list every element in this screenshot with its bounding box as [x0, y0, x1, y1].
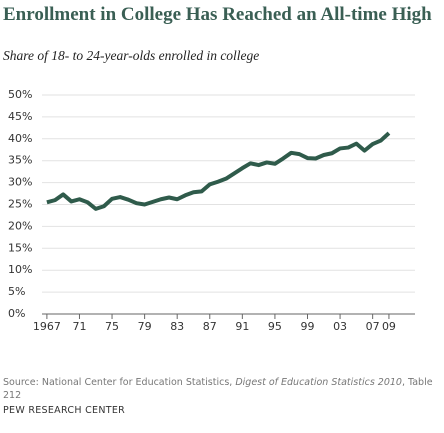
- source-title: Digest of Education Statistics 2010: [235, 377, 402, 388]
- chart-subtitle: Share of 18- to 24-year-olds enrolled in…: [3, 48, 260, 63]
- y-tick-label: 45%: [8, 110, 32, 123]
- y-tick-label: 20%: [8, 219, 32, 232]
- x-tick-label: 87: [203, 320, 217, 333]
- y-tick-label: 25%: [8, 198, 32, 211]
- chart-title: Enrollment in College Has Reached an All…: [3, 4, 432, 25]
- source-prefix: Source: National Center for Education St…: [3, 377, 233, 388]
- chart: 0% 5% 10% 15% 20% 25% 30% 35% 40% 45% 50% 1967 71 75 7…: [8, 88, 415, 333]
- x-tick-label: 95: [268, 320, 282, 333]
- y-tick-label: 30%: [8, 176, 32, 189]
- y-tick-label: 15%: [8, 241, 32, 254]
- y-tick-label: 10%: [8, 263, 32, 276]
- x-tick-label: 09: [382, 320, 396, 333]
- x-tick-label: 91: [235, 320, 249, 333]
- data-line: [46, 131, 391, 211]
- y-tick-label: 0%: [8, 307, 25, 320]
- x-tick-label: 03: [333, 320, 347, 333]
- x-tick-label: 99: [300, 320, 314, 333]
- y-tick-label: 50%: [8, 88, 32, 101]
- source-note: Source: National Center for Education St…: [3, 376, 433, 402]
- x-tick-label: 79: [138, 320, 152, 333]
- y-tick-label: 35%: [8, 154, 32, 167]
- x-tick-label: 71: [72, 320, 86, 333]
- source-suffix: , Table 212: [3, 377, 433, 401]
- footer: PEW RESEARCH CENTER: [3, 405, 126, 416]
- x-tick-label: 83: [170, 320, 184, 333]
- x-tick-label: 07: [366, 320, 380, 333]
- x-tick-label: 75: [105, 320, 119, 333]
- x-tick-label: 1967: [33, 320, 61, 333]
- y-tick-label: 40%: [8, 132, 32, 145]
- y-tick-label: 5%: [8, 285, 25, 298]
